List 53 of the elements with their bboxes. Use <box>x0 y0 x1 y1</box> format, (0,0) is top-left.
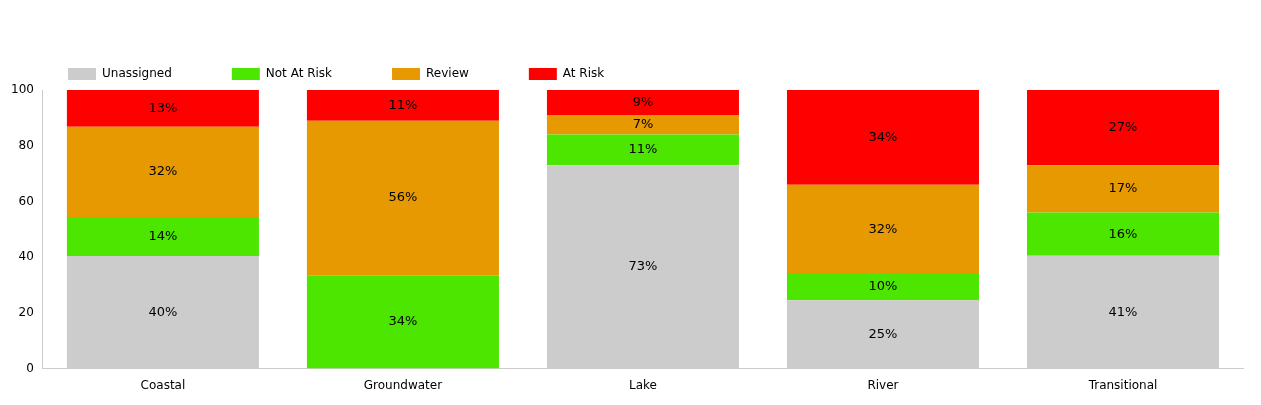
bar <box>786 273 979 301</box>
bar <box>66 90 259 127</box>
data-label: 11% <box>628 141 658 157</box>
data-label: 40% <box>148 303 178 319</box>
x-tick-label: Coastal <box>140 377 186 392</box>
bar <box>306 275 499 369</box>
bar <box>546 165 739 369</box>
legend-label: Unassigned <box>102 66 172 81</box>
x-tick-label: Lake <box>628 377 657 392</box>
x-tick-label: River <box>867 377 899 392</box>
bar <box>1026 255 1219 369</box>
data-label: 25% <box>868 325 898 341</box>
x-tick-label: Transitional <box>1087 377 1158 392</box>
data-label: 14% <box>148 227 178 243</box>
x-tick-label: Groundwater <box>363 377 443 392</box>
bar <box>786 184 979 274</box>
y-tick-label: 100 <box>11 82 34 97</box>
legend-label: At Risk <box>562 66 605 81</box>
bar <box>1026 165 1219 213</box>
bar <box>66 256 259 369</box>
bar <box>306 90 499 121</box>
bar <box>1026 212 1219 256</box>
bar <box>786 300 979 369</box>
bar <box>306 120 499 276</box>
bar <box>546 134 739 166</box>
data-label: 34% <box>388 313 418 329</box>
legend-label: Review <box>426 66 470 81</box>
data-label: 32% <box>868 220 898 236</box>
y-tick-label: 0 <box>26 360 34 375</box>
bar <box>546 115 739 135</box>
data-label: 32% <box>148 163 178 179</box>
data-label: 73% <box>628 258 658 274</box>
data-label: 7% <box>632 116 654 132</box>
data-label: 27% <box>1108 118 1138 134</box>
y-tick-label: 80 <box>18 137 34 152</box>
data-label: 56% <box>388 189 418 205</box>
data-label: 17% <box>1108 180 1138 196</box>
bar <box>546 90 739 116</box>
y-tick-label: 20 <box>18 305 34 320</box>
bar <box>66 126 259 218</box>
y-tick-label: 60 <box>18 193 34 208</box>
data-label: 16% <box>1108 225 1138 241</box>
data-label: 34% <box>868 128 898 144</box>
bar <box>66 217 259 257</box>
legend-label: Not At Risk <box>265 66 333 81</box>
y-tick-label: 40 <box>18 249 34 264</box>
data-label: 10% <box>868 278 898 294</box>
data-label: 11% <box>388 96 418 112</box>
bar <box>1026 90 1219 166</box>
data-label: 41% <box>1108 303 1138 319</box>
data-label: 9% <box>632 93 654 109</box>
bar <box>786 90 979 185</box>
data-label: 13% <box>148 99 178 115</box>
